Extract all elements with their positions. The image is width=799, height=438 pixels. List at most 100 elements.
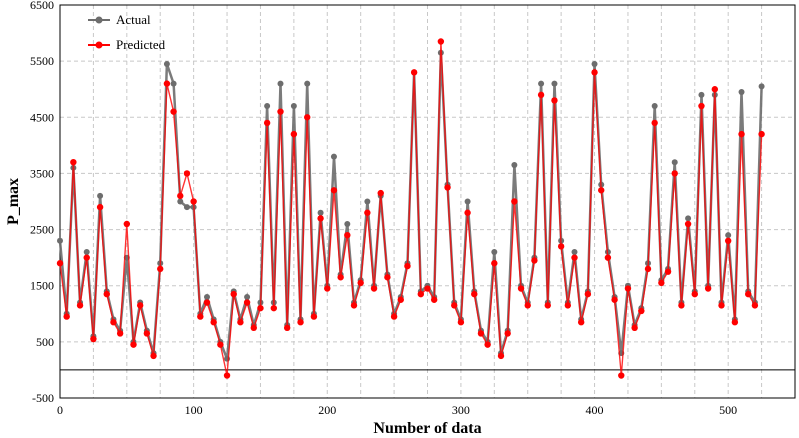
data-point-predicted [283, 324, 291, 332]
data-point-actual [183, 204, 190, 211]
data-point-predicted [190, 198, 197, 205]
data-point-actual [204, 293, 210, 300]
data-point-predicted [471, 290, 478, 298]
data-point-predicted [83, 254, 90, 261]
y-tick-label: 2500 [30, 223, 54, 237]
data-point-predicted [56, 260, 64, 267]
data-point-predicted [344, 231, 351, 239]
data-point-actual [698, 91, 705, 98]
data-point-predicted [183, 170, 191, 177]
data-point-actual [758, 83, 765, 90]
data-point-predicted [491, 260, 498, 267]
data-point-predicted [116, 330, 124, 337]
data-point-actual [290, 103, 297, 110]
data-point-predicted [724, 237, 732, 244]
data-point-actual [264, 103, 271, 110]
data-point-predicted [604, 254, 612, 261]
y-tick-labels: -500 500 1500 2500 3500 4500 5500 6500 [30, 0, 54, 405]
data-point-actual [163, 60, 170, 67]
x-axis-label: Number of data [373, 420, 481, 437]
y-tick-label: 3500 [30, 166, 54, 180]
legend: Actual Predicted [88, 12, 166, 52]
data-point-predicted [564, 302, 572, 309]
data-point-predicted [130, 341, 137, 348]
data-point-predicted [731, 319, 739, 326]
data-point-predicted [631, 324, 638, 332]
data-point-predicted [651, 119, 658, 127]
legend-label-actual: Actual [116, 12, 151, 27]
data-point-predicted [684, 220, 692, 228]
data-point-predicted [210, 319, 217, 326]
data-point-actual [170, 80, 177, 87]
data-point-predicted [577, 319, 585, 326]
data-point-predicted [203, 299, 211, 306]
series-line-predicted [59, 41, 763, 376]
data-point-predicted [217, 341, 224, 348]
data-point-predicted [163, 80, 171, 87]
data-point-predicted [76, 302, 84, 309]
data-point-predicted [250, 324, 257, 332]
data-point-predicted [591, 69, 598, 76]
data-point-predicted [658, 279, 665, 287]
data-point-predicted [511, 198, 518, 205]
y-tick-label: 500 [36, 335, 54, 349]
data-point-actual [538, 80, 545, 87]
x-tick-label: 0 [57, 403, 63, 417]
data-point-predicted [484, 341, 491, 348]
x-tick-label: 100 [185, 403, 203, 417]
plot-frame [59, 4, 796, 399]
data-point-predicted [557, 243, 565, 250]
data-point-predicted [110, 319, 117, 326]
data-point-actual [304, 80, 311, 87]
data-point-predicted [357, 279, 364, 287]
data-point-predicted [544, 302, 551, 309]
data-point-predicted [698, 102, 705, 110]
data-point-actual [57, 237, 63, 244]
data-point-predicted [618, 372, 625, 379]
data-point-predicted [377, 189, 384, 197]
data-point-actual [651, 103, 658, 110]
data-point-actual [725, 232, 732, 239]
data-point-predicted [237, 319, 244, 326]
data-point-predicted [123, 220, 131, 228]
data-point-predicted [430, 296, 438, 303]
data-point-predicted [103, 290, 110, 298]
data-point-predicted [384, 274, 391, 281]
data-point-predicted [497, 352, 505, 360]
y-tick-label: 1500 [30, 279, 54, 293]
data-point-predicted [477, 330, 485, 337]
data-point-predicted [571, 254, 578, 261]
data-point-predicted [624, 285, 632, 292]
data-point-predicted [243, 299, 251, 306]
data-point-predicted [290, 130, 298, 138]
data-point-predicted [638, 307, 645, 315]
y-tick-label: -500 [32, 391, 54, 405]
data-point-actual [738, 89, 745, 96]
series-predicted [56, 38, 765, 379]
data-point-predicted [324, 285, 331, 292]
data-point-actual [244, 293, 251, 300]
data-point-predicted [444, 184, 451, 191]
data-point-predicted [270, 304, 278, 312]
data-point-predicted [451, 302, 458, 309]
data-point-actual [83, 249, 90, 256]
data-point-predicted [257, 304, 264, 312]
y-axis-label: P_max [5, 178, 22, 225]
data-point-predicted [598, 187, 605, 194]
data-point-predicted [223, 372, 231, 379]
data-point-predicted [611, 296, 618, 303]
data-point-predicted [277, 108, 284, 115]
data-point-predicted [297, 319, 304, 326]
x-tick-label: 300 [452, 403, 470, 417]
data-point-predicted [136, 302, 144, 309]
data-point-predicted [197, 313, 204, 320]
data-point-actual [97, 192, 104, 199]
data-point-predicted [464, 209, 471, 216]
data-point-predicted [671, 170, 678, 177]
data-point-actual [464, 198, 471, 205]
data-point-predicted [317, 215, 324, 222]
data-point-actual [277, 80, 284, 87]
grid [60, 4, 795, 399]
data-point-predicted [417, 290, 425, 298]
